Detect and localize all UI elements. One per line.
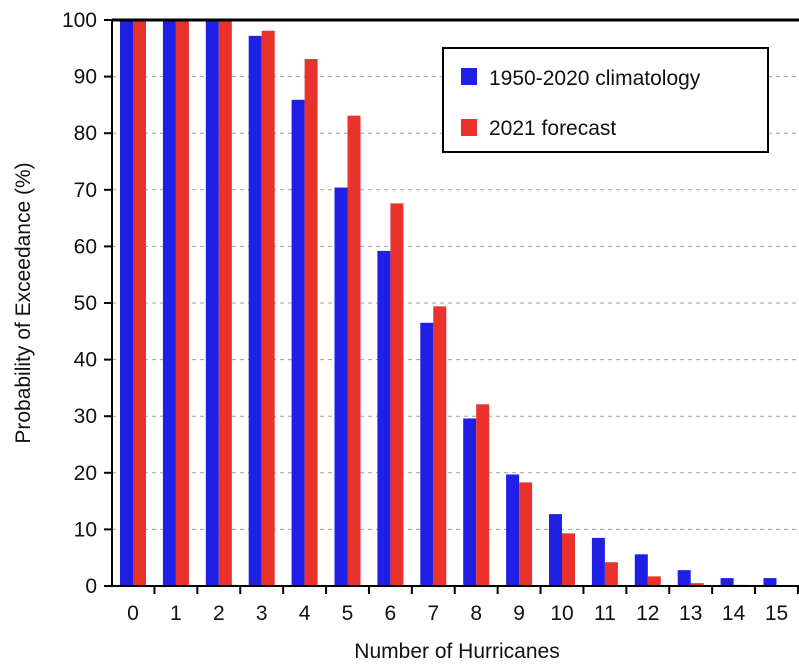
- y-tick-labels: 0 10 20 30 40 50 60 70 80 90 100: [62, 9, 97, 598]
- bar-forecast-1: [175, 20, 189, 586]
- x-tick-label: 11: [594, 602, 616, 625]
- x-tick-label: 1: [170, 602, 182, 625]
- bar-forecast-5: [347, 115, 361, 587]
- bar-climatology-3: [248, 35, 262, 586]
- bar-climatology-6: [377, 250, 391, 587]
- x-tick-label: 5: [342, 602, 354, 625]
- legend-swatch-forecast: [461, 119, 477, 136]
- bar-climatology-7: [420, 322, 434, 586]
- y-tick-label: 0: [85, 575, 97, 598]
- x-tick-label: 3: [256, 602, 268, 625]
- bar-climatology-12: [634, 554, 648, 586]
- bar-climatology-9: [506, 474, 520, 586]
- axes: [104, 18, 799, 594]
- x-axis-title: Number of Hurricanes: [354, 640, 559, 663]
- legend-box: [442, 47, 769, 153]
- x-tick-label: 7: [427, 602, 439, 625]
- x-tick-labels: 0 1 2 3 4 5 6 7 8 9 10 11 12 13 14 15: [127, 602, 788, 625]
- legend-label-forecast: 2021 forecast: [489, 117, 616, 140]
- bar-forecast-9: [519, 482, 533, 586]
- bar-forecast-4: [304, 59, 318, 586]
- bar-forecast-6: [390, 203, 404, 586]
- y-tick-label: 20: [74, 462, 97, 485]
- bar-forecast-0: [133, 20, 146, 586]
- x-tick-label: 12: [636, 602, 659, 625]
- legend: 1950-2020 climatology 2021 forecast: [442, 47, 769, 153]
- x-tick-label: 13: [679, 602, 702, 625]
- legend-label-climatology: 1950-2020 climatology: [489, 67, 701, 90]
- x-tick-label: 15: [765, 602, 788, 625]
- bar-forecast-2: [218, 20, 232, 586]
- y-tick-label: 30: [74, 405, 97, 428]
- x-tick-label: 9: [513, 602, 525, 625]
- bar-climatology-10: [549, 514, 562, 586]
- bar-climatology-15: [763, 578, 777, 586]
- y-tick-label: 100: [62, 9, 97, 32]
- bar-climatology-0: [120, 20, 133, 586]
- bar-climatology-11: [591, 537, 605, 586]
- bar-climatology-1: [162, 20, 176, 586]
- bar-forecast-10: [562, 533, 575, 586]
- bar-forecast-11: [604, 562, 618, 586]
- bar-climatology-4: [291, 99, 305, 586]
- y-tick-label: 80: [74, 122, 97, 145]
- x-tick-label: 4: [299, 602, 311, 625]
- y-tick-label: 90: [74, 66, 97, 89]
- x-tick-label: 2: [213, 602, 225, 625]
- bars: [120, 20, 777, 587]
- bar-forecast-7: [433, 306, 447, 586]
- x-tick-label: 0: [127, 602, 139, 625]
- y-tick-label: 40: [74, 349, 97, 372]
- x-tick-label: 14: [722, 602, 746, 625]
- bar-forecast-8: [476, 404, 490, 586]
- bar-forecast-13: [690, 583, 704, 586]
- y-tick-label: 10: [74, 518, 97, 541]
- bar-climatology-5: [334, 187, 348, 586]
- y-tick-label: 60: [74, 235, 97, 258]
- y-tick-label: 50: [74, 292, 97, 315]
- y-tick-label: 70: [74, 179, 97, 202]
- x-tick-label: 10: [550, 602, 573, 625]
- bar-climatology-13: [677, 570, 691, 586]
- bar-climatology-2: [205, 20, 219, 586]
- bar-climatology-14: [720, 578, 734, 586]
- bar-forecast-3: [261, 30, 275, 586]
- y-axis-title: Probability of Exceedance (%): [12, 162, 35, 443]
- x-tick-label: 6: [385, 602, 397, 625]
- bar-climatology-8: [463, 418, 477, 586]
- x-tick-label: 8: [470, 602, 482, 625]
- bar-forecast-12: [647, 576, 661, 586]
- legend-swatch-climatology: [461, 68, 477, 85]
